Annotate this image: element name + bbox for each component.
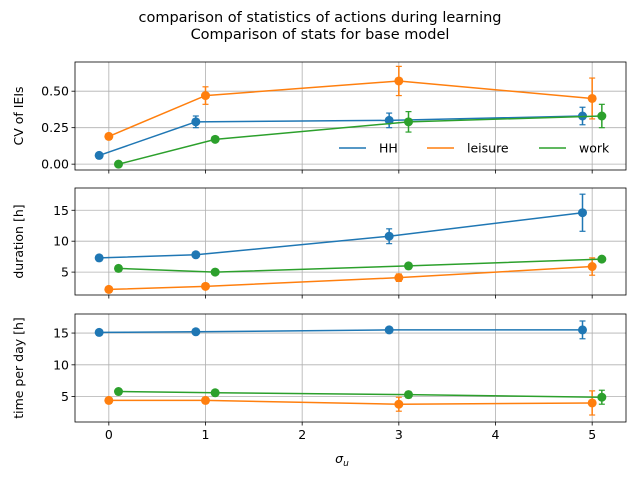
series-line-leisure	[108, 399, 593, 405]
data-point-HH	[384, 231, 394, 241]
series-work	[114, 103, 607, 169]
data-point-leisure	[394, 273, 404, 283]
data-point-HH	[384, 325, 394, 335]
x-axis-label-subscript: u	[343, 459, 349, 469]
data-point-work	[114, 263, 123, 273]
series-line-work	[118, 390, 602, 398]
series-line-HH	[99, 329, 583, 334]
y-tick-label: 15	[53, 326, 69, 341]
data-point-leisure	[587, 93, 597, 103]
axes-frame	[74, 313, 627, 423]
x-tick-label: 1	[202, 427, 210, 442]
y-tick-label: 15	[53, 203, 69, 218]
subplot-3: 0 1 2 3 4 5 5 10 15 time per day [h]	[11, 313, 627, 442]
y-tick-label: 10	[53, 234, 69, 249]
y-axis-label: duration [h]	[11, 204, 26, 278]
data-point-HH	[578, 325, 587, 335]
legend: HH leisure work	[339, 141, 610, 156]
suptitle-line1: comparison of statistics of actions duri…	[138, 10, 501, 26]
series-line-work	[118, 115, 602, 165]
axes-frame	[74, 61, 627, 171]
y-tick-label: 0.00	[41, 157, 69, 172]
suptitle-line2: Comparison of stats for base model	[191, 27, 450, 43]
series-work	[114, 254, 607, 277]
subplot-2: 5 10 15 duration [h]	[11, 187, 627, 299]
x-tick-label: 4	[492, 427, 500, 442]
data-point-leisure	[201, 281, 210, 291]
x-axis-label-symbol: σ	[335, 451, 344, 466]
y-tick-label: 5	[61, 389, 69, 404]
series-leisure	[104, 390, 597, 416]
data-point-HH	[578, 208, 587, 218]
data-point-work	[404, 390, 413, 400]
x-tick-label: 0	[105, 427, 113, 442]
data-point-HH	[191, 250, 201, 260]
legend-label-work: work	[579, 141, 610, 156]
y-tick-label: 10	[53, 357, 69, 372]
x-axis-label: σu	[335, 451, 349, 469]
data-point-leisure	[104, 395, 114, 405]
data-point-work	[210, 134, 220, 144]
subplot-1: 0.00 0.25 0.50 CV of IEIs HH leisure work	[11, 61, 627, 174]
series-leisure	[104, 257, 597, 294]
legend-label-leisure: leisure	[467, 141, 509, 156]
y-axis-label: CV of IEIs	[11, 86, 26, 145]
series-work	[114, 387, 607, 405]
data-point-leisure	[394, 399, 404, 409]
data-point-work	[597, 392, 607, 402]
legend-label-HH: HH	[379, 141, 398, 156]
data-point-work	[114, 387, 123, 397]
series-line-leisure	[108, 80, 593, 138]
data-point-work	[210, 267, 220, 277]
x-tick-label: 5	[588, 427, 596, 442]
data-point-HH	[94, 327, 104, 337]
data-point-HH	[384, 115, 394, 125]
series-HH	[94, 193, 587, 263]
y-axis-label: time per day [h]	[11, 317, 26, 419]
data-point-work	[210, 388, 220, 398]
x-tick-label: 3	[395, 427, 403, 442]
y-tick-label: 0.25	[41, 120, 69, 135]
series-line-work	[118, 258, 602, 273]
series-HH	[94, 320, 587, 340]
data-point-HH	[191, 327, 201, 337]
data-point-leisure	[201, 395, 210, 405]
series-line-HH	[98, 115, 583, 157]
data-point-leisure	[587, 398, 597, 408]
data-point-work	[404, 117, 413, 127]
y-tick-label: 0.50	[41, 84, 69, 99]
series-line-HH	[99, 211, 583, 259]
data-point-leisure	[104, 284, 114, 294]
data-point-HH	[191, 117, 201, 127]
data-point-leisure	[587, 262, 597, 272]
data-point-work	[597, 254, 607, 264]
data-point-work	[597, 111, 607, 121]
data-point-HH	[94, 150, 104, 160]
data-point-leisure	[201, 91, 210, 101]
data-point-leisure	[104, 131, 114, 141]
axes-frame	[74, 187, 627, 296]
data-point-work	[114, 159, 123, 169]
x-tick-label: 2	[298, 427, 306, 442]
data-point-leisure	[394, 76, 404, 86]
data-point-work	[404, 261, 413, 271]
y-tick-label: 5	[61, 265, 69, 280]
data-point-HH	[94, 253, 104, 263]
series-line-leisure	[108, 265, 593, 291]
series-leisure	[104, 65, 597, 141]
